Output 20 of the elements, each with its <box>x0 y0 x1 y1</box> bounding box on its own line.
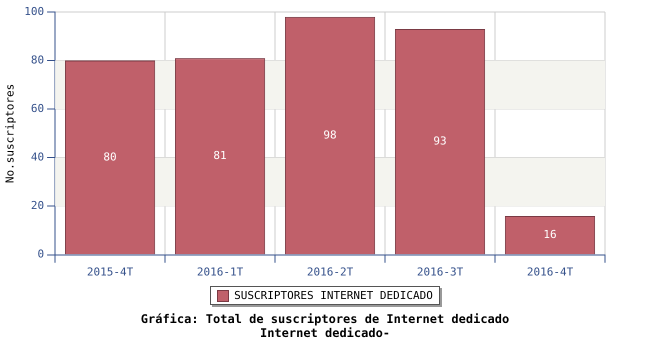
y-tick-label: 60 <box>30 102 44 115</box>
x-tick-label: 2016-2T <box>306 265 354 278</box>
x-tick-label: 2016-4T <box>526 265 574 278</box>
text: SUSCRIPTORES INTERNET DEDICADO <box>234 289 433 302</box>
y-tick-label: 0 <box>37 248 44 261</box>
text: Internet dedicado- <box>258 326 392 340</box>
data-label: 93 <box>433 134 447 148</box>
data-label: 81 <box>213 149 227 162</box>
y-tick-label: 40 <box>30 150 44 164</box>
y-axis-title: No.suscriptores <box>3 84 16 184</box>
text: Gráfica: Total de suscriptores de Internet dedicado <box>140 312 510 326</box>
y-tick-label: 20 <box>30 199 44 212</box>
y-tick-label: 80 <box>30 53 44 66</box>
x-tick-label: 2015-4T <box>86 265 134 278</box>
x-tick-label: 2016-1T <box>196 265 244 278</box>
data-label: 98 <box>323 128 337 142</box>
y-tick-label: 100 <box>24 4 44 18</box>
data-label: 80 <box>103 150 117 164</box>
x-tick-label: 2016-3T <box>416 265 464 278</box>
data-label: 16 <box>543 228 557 241</box>
